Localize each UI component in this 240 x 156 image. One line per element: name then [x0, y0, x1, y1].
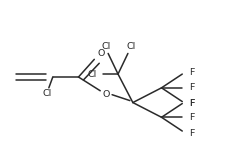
Text: F: F: [189, 99, 195, 108]
Text: F: F: [189, 99, 195, 108]
Text: F: F: [189, 83, 195, 92]
Text: O: O: [102, 90, 110, 99]
Text: F: F: [189, 129, 195, 137]
Text: F: F: [189, 68, 195, 77]
Text: Cl: Cl: [42, 89, 52, 98]
Text: Cl: Cl: [87, 70, 96, 79]
Text: O: O: [97, 49, 105, 58]
Text: Cl: Cl: [126, 42, 136, 51]
Text: F: F: [189, 113, 195, 122]
Text: Cl: Cl: [102, 42, 111, 51]
